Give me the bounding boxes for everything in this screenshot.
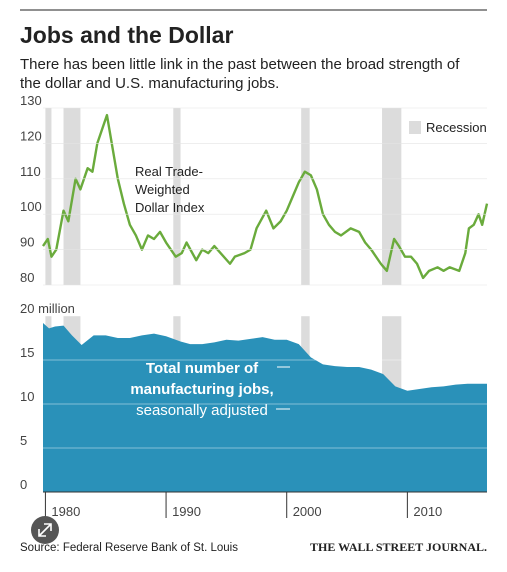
expand-glyph: [38, 523, 52, 537]
legend-swatch: [409, 121, 421, 134]
y-tick-label: 120: [20, 128, 42, 143]
y-tick-label: 80: [20, 270, 34, 285]
x-tick-label: 2010: [413, 504, 442, 519]
recession-band: [173, 108, 181, 285]
x-tick-label: 1990: [172, 504, 201, 519]
x-tick-label: 2000: [293, 504, 322, 519]
y-tick-label: 5: [20, 433, 27, 448]
annotation: Real Trade-: [135, 164, 203, 179]
title: Jobs and the Dollar: [20, 22, 233, 48]
y-tick-label: 15: [20, 345, 34, 360]
x-tick-label: 1980: [51, 504, 80, 519]
recession-band: [382, 108, 402, 285]
annotation: seasonally adjusted: [136, 402, 268, 419]
y-tick-label: 10: [20, 389, 34, 404]
y-tick-label: 130: [20, 93, 42, 108]
y-tick-label: 20 million: [20, 301, 75, 316]
y-tick-label: 0: [20, 477, 27, 492]
subtitle: the dollar and U.S. manufacturing jobs.: [20, 75, 279, 92]
y-tick-label: 110: [20, 164, 41, 179]
recession-band: [45, 108, 52, 285]
publisher: THE WALL STREET JOURNAL.: [310, 540, 487, 554]
annotation: Weighted: [135, 182, 190, 197]
annotation: Dollar Index: [135, 200, 205, 215]
y-tick-label: 100: [20, 199, 42, 214]
recession-band: [301, 108, 310, 285]
dollar-line: [42, 113, 489, 280]
subtitle: There has been little link in the past b…: [20, 56, 460, 73]
jobs-area: [43, 323, 487, 492]
annotation: Total number of: [146, 360, 259, 377]
annotation: manufacturing jobs,: [130, 381, 273, 398]
y-tick-label: 90: [20, 235, 34, 250]
source: Source: Federal Reserve Bank of St. Loui…: [20, 542, 238, 554]
legend-label: Recession: [426, 120, 487, 135]
